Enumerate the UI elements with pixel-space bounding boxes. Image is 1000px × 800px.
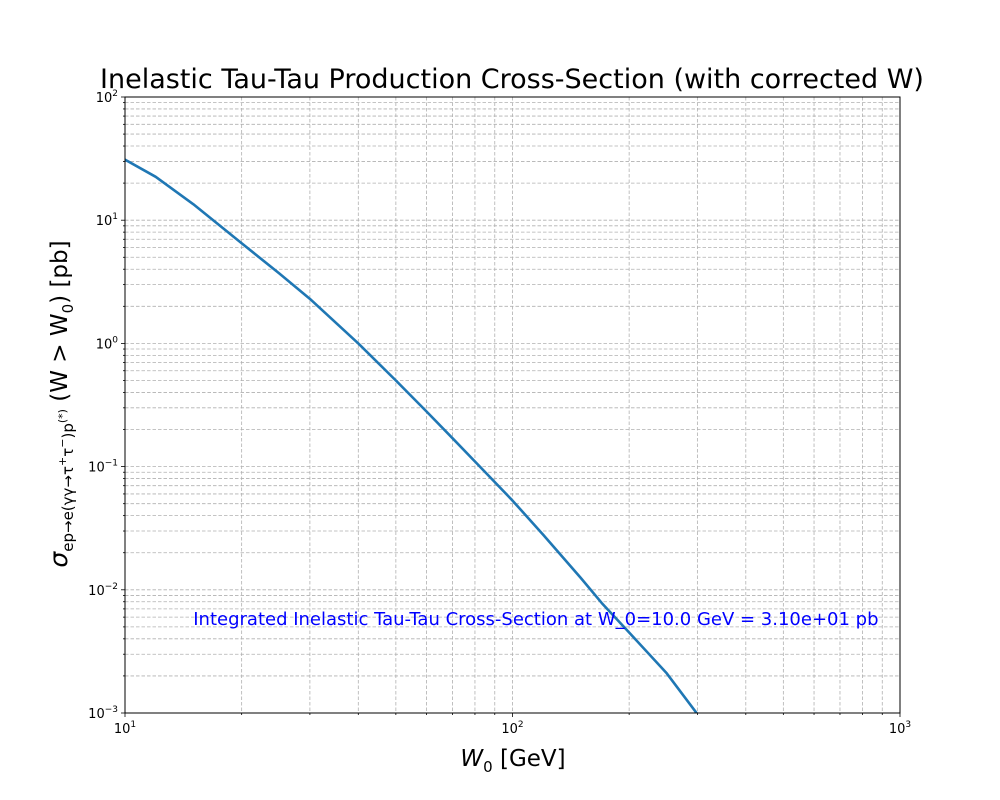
chart-title: Inelastic Tau-Tau Production Cross-Secti… — [100, 64, 924, 95]
y-label-sub-end: )p — [59, 423, 77, 438]
tick-exponent: −2 — [105, 582, 118, 592]
series-line-0 — [125, 158, 699, 713]
y-label-sub-sup1: + — [56, 457, 69, 466]
x-tick-label: 103 — [889, 720, 911, 737]
tick-exponent: 3 — [905, 720, 911, 730]
tick-base: 10 — [96, 214, 113, 229]
y-tick-label: 10−2 — [88, 582, 118, 599]
x-label-sub: 0 — [483, 758, 493, 776]
y-label-rest1: (W > W — [47, 313, 73, 409]
y-axis-label: σep→e(γγ→τ+τ−)p(*) (W > W0) [pb] — [44, 240, 77, 567]
y-label-rest2: ) [pb] — [47, 240, 73, 303]
x-tick-label: 102 — [501, 720, 523, 737]
y-label-sub-sup3: (*) — [56, 409, 69, 423]
tick-exponent: 2 — [518, 720, 524, 730]
tick-base: 10 — [88, 707, 105, 722]
tick-base: 10 — [501, 722, 518, 737]
tick-exponent: 1 — [112, 212, 118, 222]
x-label-base: W — [460, 746, 484, 772]
tick-base: 10 — [889, 722, 906, 737]
y-label-sub: ep→e(γγ→τ — [59, 466, 77, 552]
tick-base: 10 — [114, 722, 131, 737]
tick-marks — [121, 96, 901, 717]
tick-base: 10 — [88, 461, 105, 476]
y-label-sub-sup2: − — [56, 439, 69, 448]
y-tick-label: 100 — [96, 335, 119, 352]
tick-exponent: 1 — [130, 720, 136, 730]
y-tick-label: 101 — [96, 212, 118, 229]
tick-exponent: 0 — [112, 335, 118, 345]
x-tick-label: 101 — [114, 720, 136, 737]
y-tick-label: 10−1 — [88, 459, 118, 476]
tick-exponent: −3 — [105, 705, 118, 715]
x-label-unit: [GeV] — [493, 746, 566, 772]
tick-exponent: −1 — [105, 459, 118, 469]
y-label-rest-sub: 0 — [59, 304, 77, 314]
tick-exponent: 2 — [112, 89, 118, 99]
tick-base: 10 — [88, 584, 105, 599]
tick-base: 10 — [96, 337, 113, 352]
y-tick-label: 102 — [96, 89, 118, 106]
y-tick-label: 10−3 — [88, 705, 118, 722]
y-label-sigma: σ — [44, 551, 73, 568]
annotation-text: Integrated Inelastic Tau-Tau Cross-Secti… — [193, 609, 878, 630]
y-label-sub-mid: τ — [59, 448, 77, 457]
x-axis-label: W0 [GeV] — [460, 746, 565, 776]
series-layer — [125, 158, 699, 713]
tick-base: 10 — [96, 91, 113, 106]
annotation-layer: Integrated Inelastic Tau-Tau Cross-Secti… — [193, 609, 878, 630]
